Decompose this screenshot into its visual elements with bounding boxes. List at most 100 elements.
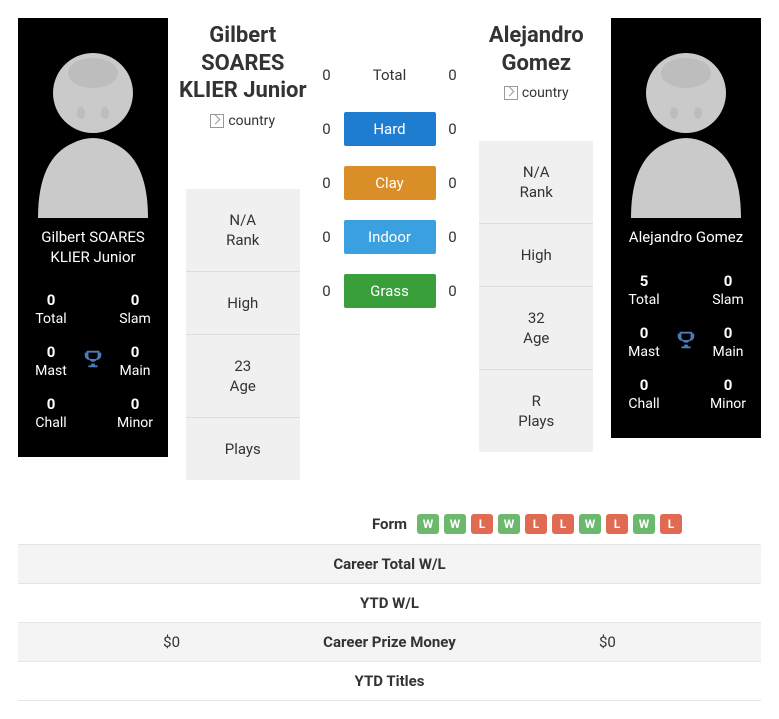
player2-country: country xyxy=(504,85,569,101)
mast-label: Mast xyxy=(24,363,78,379)
comparison-label: Form xyxy=(372,515,407,533)
player1-title-stats: 0Total 0Slam 0Mast 0Main 0Chall 0Minor xyxy=(18,275,168,457)
form-win-badge: W xyxy=(633,514,655,534)
slam-label: Slam xyxy=(108,311,162,327)
age-label: Age xyxy=(483,329,589,347)
player1-photo xyxy=(18,18,168,218)
h2h-surface-row: 0 Indoor 0 xyxy=(318,220,462,254)
player2-country-alt: country xyxy=(522,85,569,101)
comparison-p2-value: WWLWLLWLWL xyxy=(417,514,749,534)
p2-slam-count: 0 xyxy=(701,272,755,290)
p2-mast-count: 0 xyxy=(617,324,671,342)
surface-pill: Total xyxy=(344,58,436,92)
p2-rank: N/A xyxy=(483,163,589,181)
player2-header-col: Alejandro Gomez country N/A Rank High 32 A… xyxy=(472,18,602,452)
plays-label: Plays xyxy=(190,440,296,458)
h2h-p1-count: 0 xyxy=(318,66,336,84)
plays-label: Plays xyxy=(483,412,589,430)
trophy-icon xyxy=(78,348,108,374)
rank-label: Rank xyxy=(483,183,589,201)
player1-country-alt: country xyxy=(228,113,275,129)
p2-plays: R xyxy=(483,392,589,410)
comparison-label: Career Prize Money xyxy=(323,633,456,651)
p1-minor-count: 0 xyxy=(108,395,162,413)
main-label: Main xyxy=(701,344,755,360)
h2h-p1-count: 0 xyxy=(318,282,336,300)
p1-total-count: 0 xyxy=(24,291,78,309)
mast-label: Mast xyxy=(617,344,671,360)
player2-card: Alejandro Gomez 5Total 0Slam 0Mast 0Main… xyxy=(611,18,761,438)
player1-header-col: Gilbert SOARES KLIER Junior country N/AR… xyxy=(178,18,308,480)
comparison-p2-value: $0 xyxy=(466,633,749,651)
comparison-row: $0 Career Prize Money $0 xyxy=(18,623,761,662)
player2-header-name: Alejandro Gomez xyxy=(472,22,602,77)
player-silhouette xyxy=(611,18,761,218)
h2h-surface-row: 0 Clay 0 xyxy=(318,166,462,200)
comparison-p1-value: $0 xyxy=(30,633,313,651)
player1-name: Gilbert SOARES KLIER Junior xyxy=(18,218,168,275)
form-win-badge: W xyxy=(498,514,520,534)
p1-rank: N/A xyxy=(190,211,296,229)
h2h-p2-count: 0 xyxy=(444,120,462,138)
form-loss-badge: L xyxy=(552,514,574,534)
surface-pill: Indoor xyxy=(344,220,436,254)
total-label: Total xyxy=(24,311,78,327)
chall-label: Chall xyxy=(24,415,78,431)
player2-photo xyxy=(611,18,761,218)
player1-country: country xyxy=(210,113,275,129)
p1-main-count: 0 xyxy=(108,343,162,361)
form-win-badge: W xyxy=(417,514,439,534)
comparison-row: YTD Titles xyxy=(18,662,761,701)
h2h-surface-row: 0 Total 0 xyxy=(318,58,462,92)
player-silhouette xyxy=(18,18,168,218)
age-label: Age xyxy=(190,377,296,395)
h2h-p2-count: 0 xyxy=(444,228,462,246)
minor-label: Minor xyxy=(108,415,162,431)
surface-pill: Hard xyxy=(344,112,436,146)
comparison-label: YTD W/L xyxy=(360,594,419,612)
h2h-p1-count: 0 xyxy=(318,120,336,138)
form-loss-badge: L xyxy=(471,514,493,534)
main-label: Main xyxy=(108,363,162,379)
p1-slam-count: 0 xyxy=(108,291,162,309)
h2h-surfaces: 0 Total 0 0 Hard 0 0 Clay 0 0 Indoor 0 0 Grass 0 xyxy=(318,18,462,308)
p2-age: 32 xyxy=(483,309,589,327)
slam-label: Slam xyxy=(701,292,755,308)
p2-total-count: 5 xyxy=(617,272,671,290)
broken-image-icon xyxy=(210,114,224,128)
player1-card: Gilbert SOARES KLIER Junior 0 Total 0 Slam… xyxy=(18,18,168,457)
total-label: Total xyxy=(617,292,671,308)
p1-mast-count: 0 xyxy=(24,343,78,361)
comparison-row: FormWWLWLLWLWL xyxy=(18,504,761,545)
p2-main-count: 0 xyxy=(701,324,755,342)
h2h-p2-count: 0 xyxy=(444,174,462,192)
h2h-surface-row: 0 Hard 0 xyxy=(318,112,462,146)
player1-header-name: Gilbert SOARES KLIER Junior xyxy=(178,22,308,105)
form-win-badge: W xyxy=(444,514,466,534)
form-loss-badge: L xyxy=(606,514,628,534)
h2h-p1-count: 0 xyxy=(318,228,336,246)
surface-pill: Grass xyxy=(344,274,436,308)
minor-label: Minor xyxy=(701,396,755,412)
h2h-p2-count: 0 xyxy=(444,66,462,84)
comparison-label: Career Total W/L xyxy=(333,555,445,573)
h2h-surface-row: 0 Grass 0 xyxy=(318,274,462,308)
comparison-row: Career Total W/L xyxy=(18,545,761,584)
h2h-p2-count: 0 xyxy=(444,282,462,300)
surface-pill: Clay xyxy=(344,166,436,200)
form-loss-badge: L xyxy=(660,514,682,534)
trophy-icon xyxy=(671,329,701,355)
p2-minor-count: 0 xyxy=(701,376,755,394)
player1-info-card: N/ARank High 23Age Plays xyxy=(186,189,300,480)
chall-label: Chall xyxy=(617,396,671,412)
comparison-label: YTD Titles xyxy=(355,672,425,690)
p1-age: 23 xyxy=(190,357,296,375)
form-loss-badge: L xyxy=(525,514,547,534)
player2-title-stats: 5Total 0Slam 0Mast 0Main 0Chall 0Minor xyxy=(611,256,761,438)
player2-info-card: N/A Rank High 32 Age R Plays xyxy=(479,141,593,452)
form-win-badge: W xyxy=(579,514,601,534)
high-label: High xyxy=(483,246,589,264)
comparison-table: FormWWLWLLWLWLCareer Total W/LYTD W/L$0C… xyxy=(18,504,761,701)
h2h-p1-count: 0 xyxy=(318,174,336,192)
high-label: High xyxy=(190,294,296,312)
